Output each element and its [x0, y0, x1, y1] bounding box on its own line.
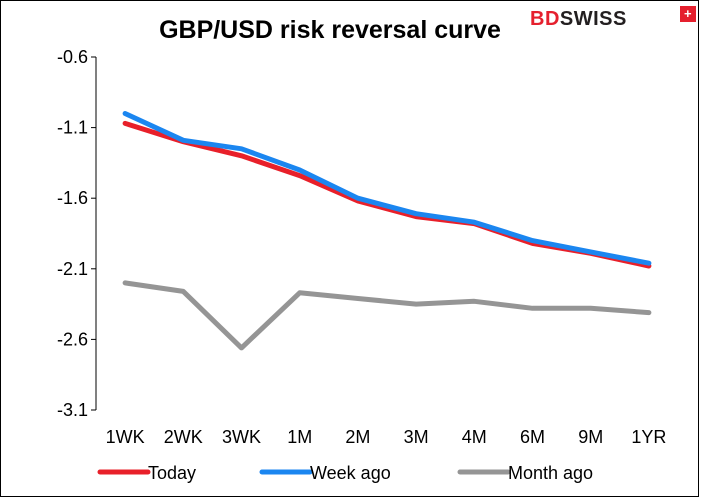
x-tick-label: 3M: [404, 427, 429, 447]
x-tick-label: 6M: [520, 427, 545, 447]
x-tick-label: 1YR: [631, 427, 666, 447]
chart-title: GBP/USD risk reversal curve: [159, 16, 501, 44]
x-tick-label: 9M: [578, 427, 603, 447]
series-line-week-ago: [122, 111, 652, 266]
x-tick-label: 2WK: [164, 427, 203, 447]
y-tick-label: -3.1: [57, 400, 88, 420]
x-tick-label: 1WK: [106, 427, 145, 447]
legend-label: Week ago: [310, 463, 391, 483]
x-tick-label: 2M: [345, 427, 370, 447]
x-tick-label: 3WK: [222, 427, 261, 447]
plus-icon: +: [680, 6, 696, 22]
brand-logo: BDSWISS +: [530, 6, 696, 31]
x-tick-label: 1M: [287, 427, 312, 447]
y-tick-label: -0.6: [57, 47, 88, 67]
y-tick-label: -2.1: [57, 259, 88, 279]
y-tick-label: -1.1: [57, 118, 88, 138]
logo-suffix: SWISS: [559, 8, 627, 30]
legend-label: Today: [148, 463, 196, 483]
logo-prefix: BD: [530, 8, 560, 30]
y-tick-label: -1.6: [57, 188, 88, 208]
series-line-month-ago: [122, 280, 652, 351]
legend-label: Month ago: [508, 463, 593, 483]
x-tick-label: 4M: [462, 427, 487, 447]
y-tick-label: -2.6: [57, 329, 88, 349]
